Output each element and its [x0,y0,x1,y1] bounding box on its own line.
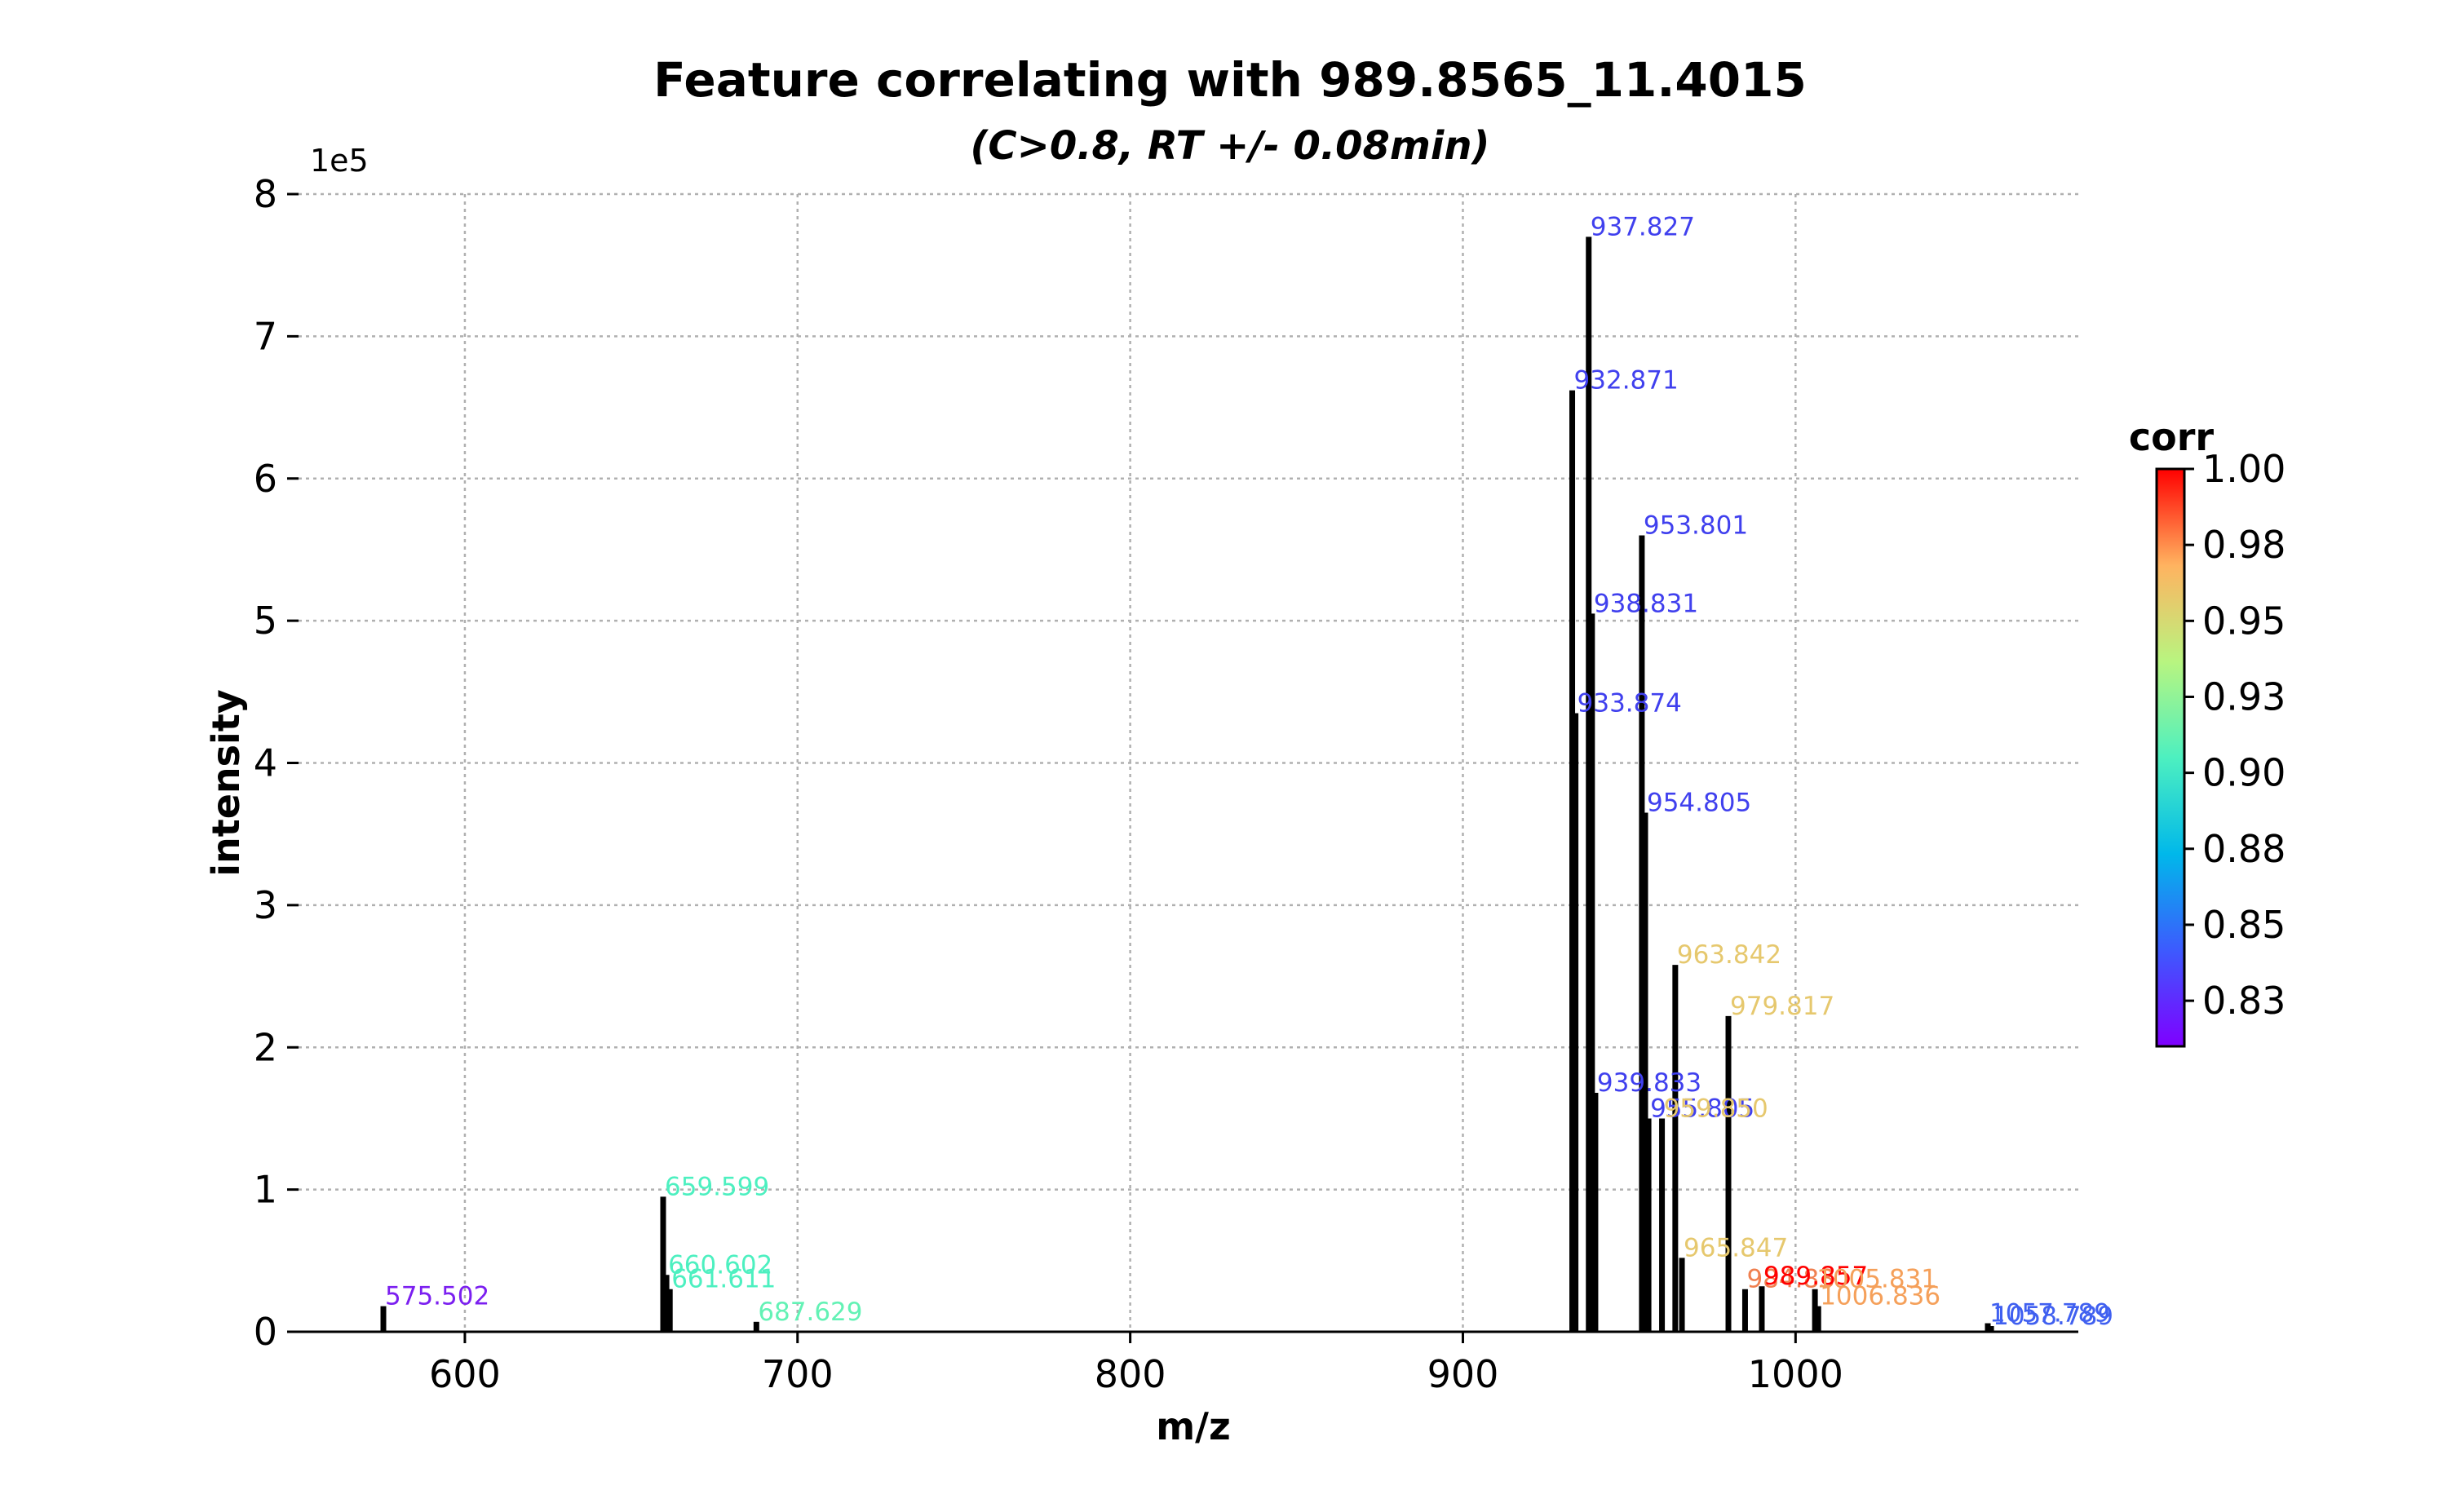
colorbar-tick-label: 0.95 [2202,599,2285,643]
y-tick-label: 2 [254,1025,277,1069]
peak-label: 659.599 [665,1172,769,1201]
y-tick-label: 8 [254,172,277,216]
grid-lines [299,192,2078,1332]
peak-label: 575.502 [385,1282,489,1311]
peak-label: 932.871 [1574,366,1679,396]
colorbar-tick-label: 0.98 [2202,523,2285,567]
peak-label: 687.629 [758,1298,862,1327]
x-axis-ticks: 600 700 800 900 1000 [429,1332,1843,1396]
peak-label: 954.805 [1647,789,1751,818]
x-tick-label: 1000 [1748,1352,1843,1396]
y-tick-label: 5 [254,599,277,643]
peak-label: 1006.836 [1820,1282,1940,1311]
peak-label: 1057.789 [1989,1299,2110,1329]
y-tick-label: 1 [254,1168,277,1212]
peak-label: 955.805 [1650,1094,1754,1123]
peak-label: 963.842 [1677,940,1781,970]
peak-label: 1058.789 [1993,1302,2113,1331]
peak-label: 965.847 [1684,1233,1788,1262]
colorbar: corr 1.00 0.98 0.95 0.93 0.90 0.88 0.85 0.83 [2129,415,2285,1048]
peak-label: 1005.831 [1816,1265,1937,1294]
x-tick-label: 800 [1095,1352,1166,1396]
peak-label: 937.827 [1591,212,1695,241]
colorbar-tick-label: 1.00 [2202,447,2285,491]
y-axis-label: intensity [204,689,248,877]
x-tick-label: 700 [762,1352,834,1396]
peak-label: 953.801 [1644,511,1748,541]
y-axis-ticks: 0 1 2 3 4 5 6 7 8 [254,172,299,1354]
y-axis-offset-label: 1e5 [310,143,369,179]
x-axis-label: m/z [1156,1404,1231,1448]
peak-bars [380,237,1994,1332]
peak-label: 933.874 [1577,688,1682,718]
colorbar-ticks: 1.00 0.98 0.95 0.93 0.90 0.88 0.85 0.83 [2184,447,2285,1023]
y-tick-label: 0 [254,1310,277,1354]
x-tick-label: 900 [1427,1352,1499,1396]
peak-label: 938.831 [1594,589,1698,618]
y-tick-label: 7 [254,314,277,358]
colorbar-tick-label: 0.88 [2202,827,2285,871]
peak-label: 984.83 [1746,1265,1834,1294]
x-tick-label: 600 [429,1352,501,1396]
colorbar-gradient [2155,467,2186,1048]
peak-label: 660.602 [668,1250,772,1280]
peak-label: 959.850 [1664,1094,1768,1123]
peak-label: 979.817 [1730,992,1834,1021]
chart-subtitle: (C>0.8, RT +/- 0.08min) [970,123,1489,169]
peak-label: 939.833 [1597,1068,1701,1098]
peak-label: 989.857 [1763,1262,1868,1291]
y-tick-label: 4 [254,741,277,785]
colorbar-tick-label: 0.83 [2202,979,2285,1023]
colorbar-tick-label: 0.93 [2202,674,2285,718]
chart-title: Feature correlating with 989.8565_11.401… [653,52,1807,108]
y-tick-label: 3 [254,883,277,927]
colorbar-tick-label: 0.85 [2202,903,2285,947]
peak-label: 661.611 [671,1265,776,1294]
y-tick-label: 6 [254,457,277,501]
colorbar-title: corr [2129,415,2215,459]
colorbar-tick-label: 0.90 [2202,751,2285,795]
